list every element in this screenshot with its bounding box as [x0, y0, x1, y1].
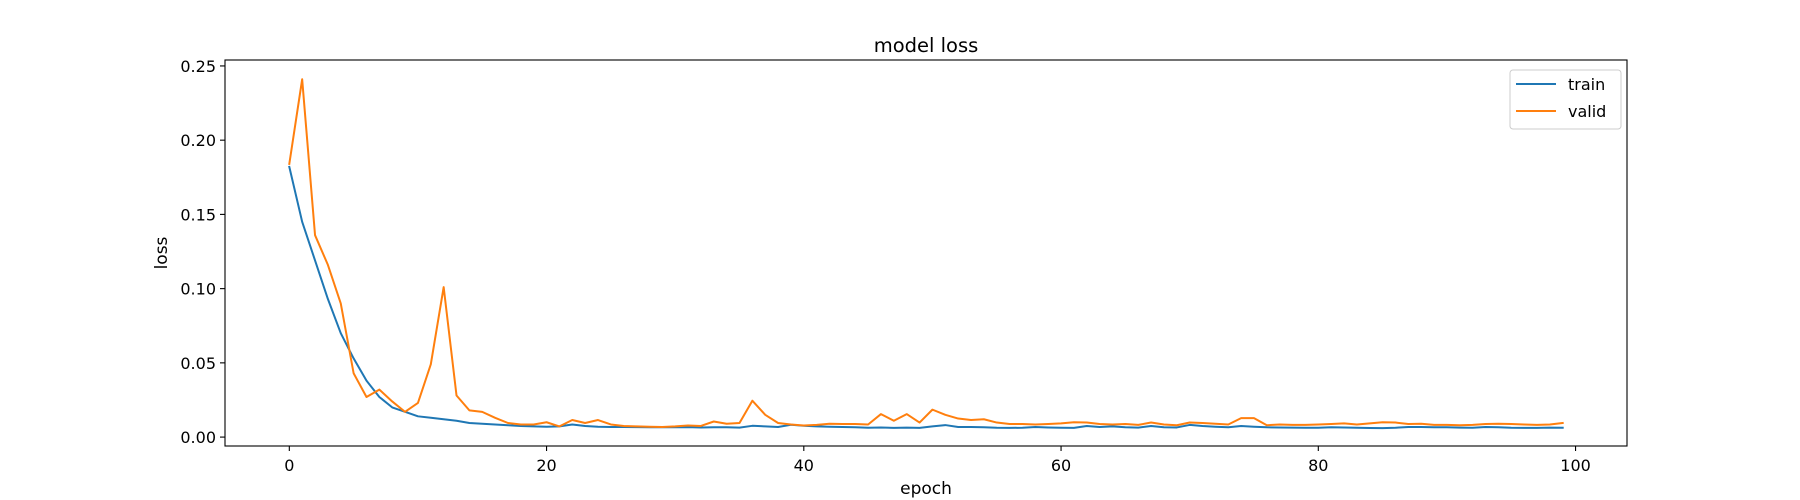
x-tick-label: 60 — [1051, 456, 1071, 475]
x-axis-ticks: 0 20 40 60 80 100 — [284, 446, 1591, 475]
x-tick-label: 80 — [1308, 456, 1328, 475]
x-tick-label: 40 — [794, 456, 814, 475]
chart-title: model loss — [874, 34, 979, 57]
series-layer — [288, 78, 1564, 430]
y-tick-label: 0.15 — [180, 205, 216, 224]
y-tick-label: 0.20 — [180, 131, 216, 150]
plot-frame — [224, 59, 1628, 447]
y-axis-ticks: 0.00 0.05 0.10 0.15 0.20 0.25 — [180, 57, 225, 447]
y-tick-label: 0.25 — [180, 57, 216, 76]
y-axis-label: loss — [152, 236, 172, 269]
x-axis-label: epoch — [900, 479, 952, 499]
y-tick-label: 0.10 — [180, 280, 216, 299]
x-tick-label: 20 — [536, 456, 556, 475]
x-tick-label: 0 — [284, 456, 294, 475]
y-tick-label: 0.00 — [180, 428, 216, 447]
x-tick-label: 100 — [1560, 456, 1591, 475]
legend: train valid — [1509, 69, 1622, 130]
legend-label-train: train — [1568, 75, 1605, 94]
legend-label-valid: valid — [1568, 102, 1606, 121]
series-line-train — [288, 165, 1564, 430]
series-line-valid — [288, 78, 1564, 428]
y-tick-label: 0.05 — [180, 354, 216, 373]
